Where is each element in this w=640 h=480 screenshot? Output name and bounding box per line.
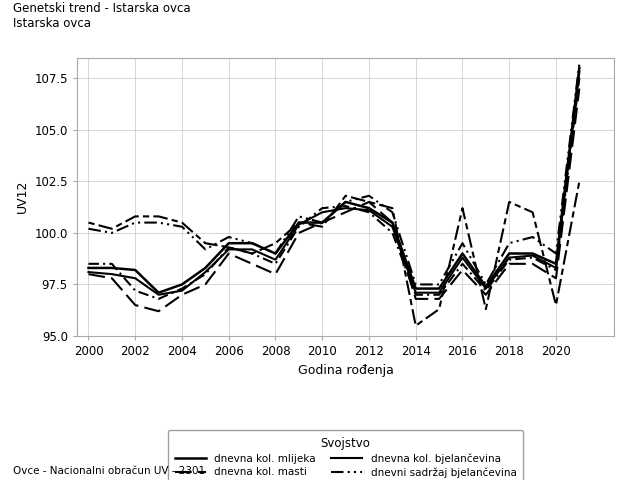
Text: Genetski trend - Istarska ovca: Genetski trend - Istarska ovca: [13, 2, 191, 15]
Text: Istarska ovca: Istarska ovca: [13, 17, 91, 30]
Y-axis label: UV12: UV12: [16, 180, 29, 214]
Legend: dnevna kol. mlijeka, dnevna kol. masti, dnevni sadržaj masti, dnevna kol. bjelan: dnevna kol. mlijeka, dnevna kol. masti, …: [168, 430, 523, 480]
Text: Ovce - Nacionalni obračun UV - 2301: Ovce - Nacionalni obračun UV - 2301: [13, 466, 205, 476]
X-axis label: Godina rođenja: Godina rođenja: [298, 363, 394, 377]
